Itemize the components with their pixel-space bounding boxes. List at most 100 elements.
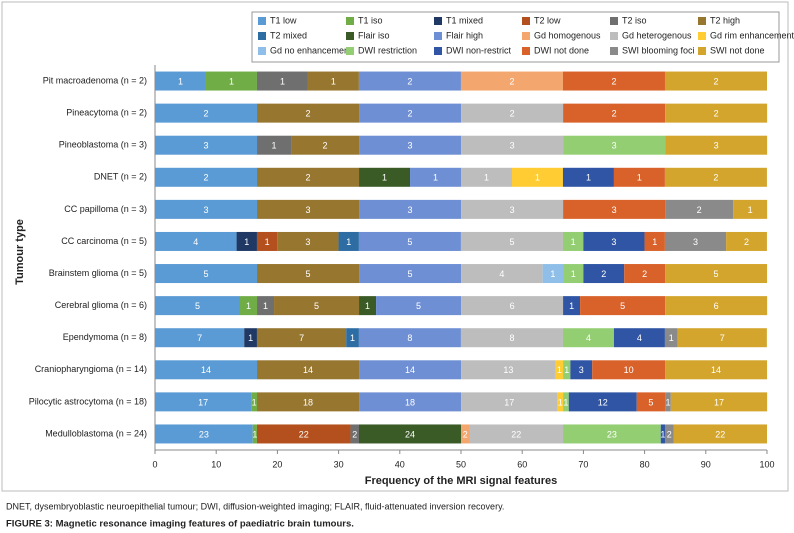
bar-segment [460, 231, 563, 251]
segment-label: 1 [346, 237, 351, 247]
y-tick-label: CC carcinoma (n = 5) [61, 236, 147, 246]
bar-segment [155, 360, 258, 380]
bar-segment [644, 231, 665, 251]
bar-segment [664, 71, 767, 91]
segment-label: 22 [715, 429, 725, 439]
segment-label: 4 [193, 237, 198, 247]
legend-label: Gd homogenous [534, 30, 601, 40]
segment-label: 1 [550, 269, 555, 279]
y-tick-label: Pilocytic astrocytoma (n = 18) [29, 396, 147, 406]
y-tick-label: Craniopharyngioma (n = 14) [35, 364, 147, 374]
segment-label: 1 [557, 365, 562, 375]
bar-segment [562, 328, 614, 348]
segment-label: 3 [579, 365, 584, 375]
segment-label: 1 [563, 397, 568, 407]
segment-label: 3 [408, 205, 413, 215]
x-tick-label: 40 [395, 459, 405, 469]
segment-label: 3 [204, 205, 209, 215]
segment-label: 1 [350, 333, 355, 343]
bar-segment [636, 392, 666, 412]
segment-label: 1 [660, 429, 665, 439]
x-tick-label: 100 [759, 459, 774, 469]
legend-box [251, 11, 780, 63]
segment-label: 22 [299, 429, 309, 439]
segment-label: 14 [405, 365, 415, 375]
bar-segment [613, 167, 665, 187]
segment-label: 1 [669, 333, 674, 343]
x-tick-label: 60 [517, 459, 527, 469]
bar-segment [664, 424, 674, 444]
bar-segment [664, 231, 727, 251]
bar-segment [563, 296, 581, 316]
segment-label: 14 [201, 365, 211, 375]
bar-segment [205, 71, 257, 91]
segment-label: 5 [714, 269, 719, 279]
bar-segment [726, 231, 767, 251]
legend-swatch [346, 17, 354, 25]
bar-segment [461, 103, 564, 123]
legend-swatch [522, 47, 530, 55]
segment-label: 24 [405, 429, 415, 439]
x-tick-label: 70 [578, 459, 588, 469]
y-tick-label: CC papilloma (n = 3) [64, 204, 147, 214]
bar-segment [256, 424, 351, 444]
segment-label: 2 [323, 141, 328, 151]
x-axis-title: Frequency of the MRI signal features [365, 475, 558, 487]
segment-label: 1 [637, 173, 642, 183]
bar-segment [583, 231, 645, 251]
bar-segment [256, 231, 278, 251]
bar-segment [613, 328, 665, 348]
bar-segment [733, 199, 768, 219]
bar-segment [570, 360, 593, 380]
segment-label: 2 [601, 269, 606, 279]
bar-segment [257, 135, 292, 155]
segment-label: 1 [571, 269, 576, 279]
segment-label: 1 [558, 397, 563, 407]
bar-segment [664, 167, 767, 187]
y-tick-label: Pineoblastoma (n = 3) [59, 140, 147, 150]
segment-label: 5 [407, 237, 412, 247]
segment-label: 3 [714, 141, 719, 151]
bar-segment [665, 296, 768, 316]
segment-label: 2 [408, 109, 413, 119]
bar-segment [665, 360, 768, 380]
segment-label: 1 [248, 333, 253, 343]
x-tick-label: 80 [640, 459, 650, 469]
bar-segment [256, 328, 347, 348]
y-tick-label: Cerebral glioma (n = 6) [55, 300, 147, 310]
segment-label: 5 [648, 397, 653, 407]
bar-segment [461, 360, 556, 380]
segment-label: 18 [405, 397, 415, 407]
segment-label: 3 [611, 237, 616, 247]
bar-segment [665, 264, 768, 284]
segment-label: 1 [652, 237, 657, 247]
legend-label: T1 mixed [446, 15, 483, 25]
legend-swatch [610, 17, 618, 25]
bar-segment [563, 135, 666, 155]
bar-segment [460, 71, 563, 91]
segment-label: 12 [598, 397, 608, 407]
segment-label: 1 [365, 301, 370, 311]
x-tick-label: 90 [701, 459, 711, 469]
bar-segment [562, 71, 665, 91]
segment-label: 1 [569, 301, 574, 311]
bar-segment [359, 264, 462, 284]
bar-segment [563, 264, 584, 284]
bar-segment [665, 103, 768, 123]
legend-swatch [434, 47, 442, 55]
segment-label: 2 [667, 429, 672, 439]
bar-segment [359, 135, 462, 155]
segment-label: 5 [314, 301, 319, 311]
bar-segment [359, 360, 462, 380]
segment-label: 2 [713, 173, 718, 183]
chart-frame [1, 1, 789, 492]
bar-segment [244, 328, 257, 348]
bar-segment [155, 71, 206, 91]
segment-label: 14 [711, 365, 721, 375]
segment-label: 2 [407, 76, 412, 86]
legend-label: Gd heterogenous [622, 30, 692, 40]
legend-label: T2 iso [622, 15, 647, 25]
bar-segment [563, 103, 666, 123]
segment-label: 23 [199, 429, 209, 439]
